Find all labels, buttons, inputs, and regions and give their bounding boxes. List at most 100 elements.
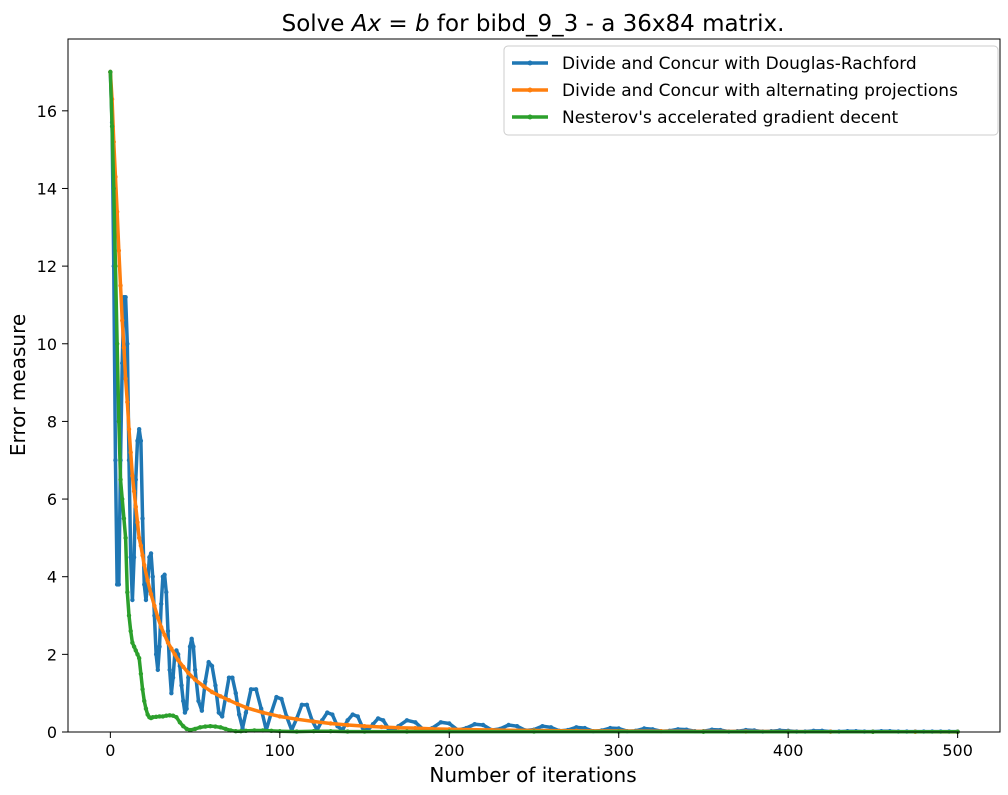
x-tick-label: 200 — [434, 741, 465, 760]
chart-title: Solve Ax = b for bibd_9_3 - a 36x84 matr… — [282, 11, 785, 37]
data-point — [169, 646, 174, 651]
data-point — [209, 689, 215, 695]
data-point — [514, 723, 520, 729]
x-tick-label: 500 — [942, 741, 973, 760]
y-tick-label: 14 — [37, 179, 57, 198]
data-point — [120, 318, 125, 323]
data-point — [345, 718, 350, 723]
data-point — [123, 294, 128, 300]
data-point — [125, 590, 130, 595]
data-point — [192, 667, 198, 673]
data-point — [131, 555, 137, 560]
y-tick-label: 8 — [47, 412, 57, 431]
data-point — [174, 715, 179, 720]
data-point — [150, 715, 155, 720]
data-point — [113, 263, 118, 269]
data-point — [447, 721, 452, 726]
data-point — [197, 725, 203, 730]
series-line — [108, 70, 960, 734]
data-point — [123, 535, 128, 541]
series-layer — [108, 69, 960, 735]
data-point — [128, 450, 133, 455]
data-point — [148, 591, 154, 597]
data-point — [277, 714, 283, 719]
data-point — [108, 69, 113, 75]
data-point — [220, 714, 225, 719]
data-point — [147, 555, 152, 560]
y-tick-label: 2 — [47, 645, 57, 664]
chart-title-part-1: Solve — [282, 11, 352, 37]
data-point — [243, 705, 249, 710]
chart-title-part-3: = — [381, 11, 415, 37]
data-point — [182, 710, 188, 715]
data-point — [140, 553, 145, 558]
data-point — [164, 590, 169, 595]
data-point — [199, 708, 205, 713]
data-point — [181, 664, 186, 669]
data-point — [380, 718, 386, 723]
x-axis-label: Number of iterations — [429, 763, 636, 787]
data-point — [311, 719, 316, 724]
data-point — [230, 675, 235, 680]
data-point — [260, 710, 266, 715]
legend-marker — [527, 60, 533, 66]
data-point — [279, 696, 284, 702]
data-point — [192, 726, 198, 732]
data-point — [186, 675, 191, 680]
data-point — [120, 496, 125, 502]
y-tick-label: 12 — [37, 257, 57, 276]
data-point — [142, 562, 147, 568]
data-point — [226, 697, 232, 703]
data-point — [114, 341, 120, 346]
data-point — [184, 726, 189, 732]
data-point — [133, 648, 138, 653]
data-point — [328, 729, 333, 734]
data-point — [311, 729, 316, 734]
plot-frame — [67, 38, 1001, 733]
data-point — [133, 504, 138, 510]
data-point — [126, 613, 132, 618]
legend-marker — [527, 114, 533, 120]
data-point — [155, 615, 161, 620]
data-point — [179, 683, 184, 688]
data-point — [208, 723, 213, 729]
y-axis-label: Error measure — [6, 314, 30, 456]
y-tick-label: 16 — [37, 102, 57, 121]
data-point — [191, 644, 196, 649]
data-point — [175, 657, 181, 663]
data-point — [233, 690, 238, 696]
data-point — [177, 720, 183, 725]
data-point — [136, 535, 142, 541]
data-point — [209, 663, 215, 669]
data-point — [226, 675, 232, 680]
data-point — [125, 341, 130, 346]
data-point — [243, 710, 249, 715]
data-point — [218, 725, 223, 730]
data-point — [162, 572, 167, 577]
series-2 — [108, 69, 960, 735]
data-point — [135, 438, 140, 444]
series-3 — [108, 69, 960, 735]
data-point — [379, 724, 384, 730]
data-point — [159, 624, 164, 630]
chart-title-part-4: b — [415, 11, 430, 37]
data-point — [574, 725, 579, 730]
data-point — [196, 698, 201, 704]
y-axis: 0 2 4 6 8 10 12 14 16 — [37, 102, 68, 742]
legend-box — [503, 45, 999, 136]
data-point — [299, 702, 305, 708]
data-point — [131, 489, 137, 494]
data-point — [236, 712, 242, 717]
series-line — [108, 70, 960, 734]
data-point — [145, 578, 150, 583]
data-point — [153, 652, 159, 657]
data-point — [413, 720, 418, 725]
data-point — [167, 667, 172, 673]
data-point — [165, 640, 171, 645]
data-point — [130, 597, 135, 603]
x-tick-label: 100 — [265, 741, 296, 760]
data-point — [153, 714, 159, 720]
y-tick-label: 6 — [47, 490, 57, 509]
data-point — [165, 628, 171, 634]
data-point — [109, 124, 115, 129]
